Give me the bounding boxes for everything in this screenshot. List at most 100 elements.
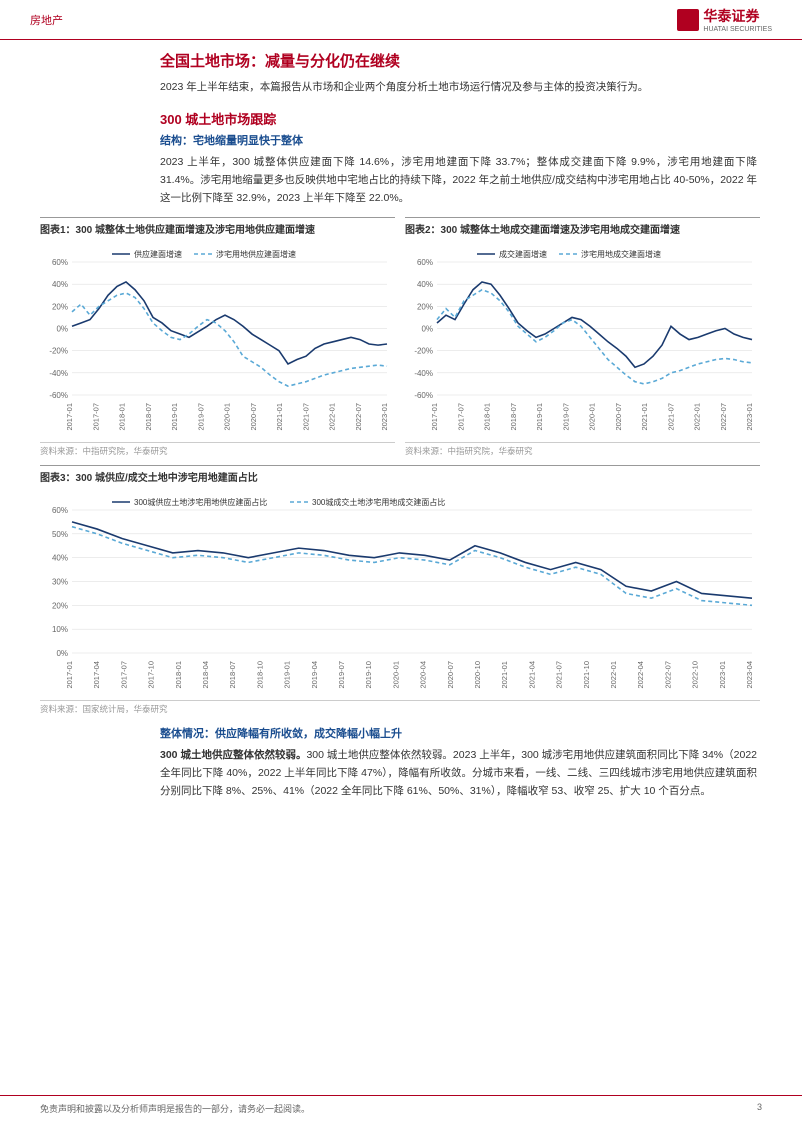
svg-text:50%: 50%	[52, 530, 68, 539]
svg-text:2020-10: 2020-10	[473, 661, 482, 689]
svg-text:-20%: -20%	[49, 347, 68, 356]
main-content: 全国土地市场：减量与分化仍在继续 2023 年上半年结束，本篇报告从市场和企业两…	[0, 40, 802, 207]
svg-text:2017-01: 2017-01	[430, 403, 439, 431]
subheading-2: 整体情况：供应降幅有所收敛，成交降幅小幅上升	[160, 725, 757, 741]
svg-text:2019-07: 2019-07	[196, 403, 205, 431]
svg-text:2019-04: 2019-04	[310, 661, 319, 689]
svg-text:2022-01: 2022-01	[328, 403, 337, 431]
svg-text:-20%: -20%	[414, 347, 433, 356]
chart-2-svg: -60% -40% -20% 0% 20% 40% 60% 2017-01 2017-07 201…	[405, 240, 760, 440]
svg-text:2017-07: 2017-07	[456, 403, 465, 431]
svg-text:2019-01: 2019-01	[283, 661, 292, 689]
svg-text:2020-01: 2020-01	[588, 403, 597, 431]
svg-text:涉宅用地供应建面增速: 涉宅用地供应建面增速	[216, 249, 296, 259]
chart-2-source: 资料来源：中指研究院，华泰研究	[405, 442, 760, 457]
svg-text:40%: 40%	[52, 554, 68, 563]
chart-3-svg: 0%10%20%30%40%50%60%2017-012017-042017-0…	[40, 488, 760, 698]
svg-text:2021-07: 2021-07	[666, 403, 675, 431]
svg-text:2019-10: 2019-10	[364, 661, 373, 689]
svg-text:2020-07: 2020-07	[614, 403, 623, 431]
brand-logo-icon	[677, 9, 699, 31]
svg-text:2019-07: 2019-07	[561, 403, 570, 431]
svg-text:2023-01: 2023-01	[380, 403, 389, 431]
svg-text:2021-01: 2021-01	[275, 403, 284, 431]
svg-text:2017-07: 2017-07	[91, 403, 100, 431]
chart-3-title: 图表3：300 城供应/成交土地中涉宅用地建面占比	[40, 465, 760, 484]
svg-text:-40%: -40%	[49, 369, 68, 378]
svg-text:60%: 60%	[417, 258, 433, 267]
page-header: 房地产 华泰证券 HUATAI SECURITIES	[0, 0, 802, 40]
svg-text:2020-01: 2020-01	[391, 661, 400, 689]
svg-text:2018-04: 2018-04	[201, 661, 210, 689]
svg-text:2020-07: 2020-07	[446, 661, 455, 689]
svg-text:2023-04: 2023-04	[745, 661, 754, 689]
svg-text:2018-10: 2018-10	[255, 661, 264, 689]
svg-text:2021-01: 2021-01	[640, 403, 649, 431]
svg-text:2017-01: 2017-01	[65, 661, 74, 689]
svg-text:-40%: -40%	[414, 369, 433, 378]
paragraph-2: 300 城土地供应整体依然较弱。300 城土地供应整体依然较弱。2023 上半年…	[160, 747, 757, 801]
svg-text:2017-04: 2017-04	[92, 661, 101, 689]
chart-2: 图表2：300 城整体土地成交建面增速及涉宅用地成交建面增速 -60%-40%-…	[405, 217, 760, 457]
svg-text:300城供应土地涉宅用地供应建面占比: 300城供应土地涉宅用地供应建面占比	[134, 497, 267, 507]
svg-text:60%: 60%	[52, 258, 68, 267]
chart-1-source: 资料来源：中指研究院，华泰研究	[40, 442, 395, 457]
svg-text:2022-01: 2022-01	[693, 403, 702, 431]
svg-text:40%: 40%	[417, 281, 433, 290]
svg-text:40%: 40%	[52, 281, 68, 290]
svg-text:2019-01: 2019-01	[535, 403, 544, 431]
svg-text:-60%: -60%	[49, 391, 68, 400]
page-footer: 免责声明和披露以及分析师声明是报告的一部分，请务必一起阅读。 3	[0, 1095, 802, 1115]
chart-2-title: 图表2：300 城整体土地成交建面增速及涉宅用地成交建面增速	[405, 217, 760, 236]
svg-text:2022-07: 2022-07	[719, 403, 728, 431]
svg-text:2018-07: 2018-07	[509, 403, 518, 431]
svg-text:30%: 30%	[52, 578, 68, 587]
svg-text:供应建面增速: 供应建面增速	[134, 249, 182, 259]
subheading-1: 结构：宅地缩量明显快于整体	[160, 132, 757, 148]
svg-text:2020-01: 2020-01	[223, 403, 232, 431]
svg-text:2022-04: 2022-04	[636, 661, 645, 689]
svg-text:2020-07: 2020-07	[249, 403, 258, 431]
lower-content: 整体情况：供应降幅有所收敛，成交降幅小幅上升 300 城土地供应整体依然较弱。3…	[0, 715, 802, 801]
svg-text:20%: 20%	[417, 303, 433, 312]
paragraph-1: 2023 上半年，300 城整体供应建面下降 14.6%，涉宅用地建面下降 33…	[160, 154, 757, 208]
svg-text:2017-07: 2017-07	[119, 661, 128, 689]
svg-text:20%: 20%	[52, 602, 68, 611]
svg-text:2022-07: 2022-07	[354, 403, 363, 431]
chart-3-container: 图表3：300 城供应/成交土地中涉宅用地建面占比 0%10%20%30%40%…	[0, 465, 802, 715]
svg-text:2021-01: 2021-01	[500, 661, 509, 689]
chart-1-title: 图表1：300 城整体土地供应建面增速及涉宅用地供应建面增速	[40, 217, 395, 236]
svg-text:0%: 0%	[421, 325, 433, 334]
brand-name: 华泰证券	[703, 6, 772, 26]
svg-text:20%: 20%	[52, 303, 68, 312]
svg-text:0%: 0%	[56, 325, 68, 334]
svg-text:300城成交土地涉宅用地成交建面占比: 300城成交土地涉宅用地成交建面占比	[312, 497, 445, 507]
svg-text:涉宅用地成交建面增速: 涉宅用地成交建面增速	[581, 249, 661, 259]
svg-text:2021-10: 2021-10	[582, 661, 591, 689]
svg-text:-60%: -60%	[414, 391, 433, 400]
intro-paragraph: 2023 年上半年结束，本篇报告从市场和企业两个角度分析土地市场运行情况及参与主…	[160, 79, 757, 97]
svg-text:2022-01: 2022-01	[609, 661, 618, 689]
brand-block: 华泰证券 HUATAI SECURITIES	[677, 6, 772, 33]
svg-text:2020-04: 2020-04	[419, 661, 428, 689]
section-title: 全国土地市场：减量与分化仍在继续	[160, 50, 757, 71]
svg-text:2017-01: 2017-01	[65, 403, 74, 431]
svg-text:2021-04: 2021-04	[527, 661, 536, 689]
svg-text:2023-01: 2023-01	[745, 403, 754, 431]
chart-3: 图表3：300 城供应/成交土地中涉宅用地建面占比 0%10%20%30%40%…	[40, 465, 760, 715]
svg-text:2018-01: 2018-01	[118, 403, 127, 431]
svg-text:2022-07: 2022-07	[663, 661, 672, 689]
svg-text:2021-07: 2021-07	[301, 403, 310, 431]
svg-text:2018-01: 2018-01	[483, 403, 492, 431]
svg-text:60%: 60%	[52, 506, 68, 515]
svg-text:2018-01: 2018-01	[174, 661, 183, 689]
page-number: 3	[757, 1102, 762, 1115]
svg-text:2019-01: 2019-01	[170, 403, 179, 431]
brand-name-en: HUATAI SECURITIES	[703, 26, 772, 33]
subsection-title: 300 城土地市场跟踪	[160, 109, 757, 128]
charts-row-1: 图表1：300 城整体土地供应建面增速及涉宅用地供应建面增速 -60%-40%-…	[0, 217, 802, 457]
category-label: 房地产	[30, 12, 63, 28]
chart-1-svg: -60% -40% -20% 0% 20% 40% 60% 2017-01 2017-07 201…	[40, 240, 395, 440]
svg-text:2018-07: 2018-07	[144, 403, 153, 431]
chart-1: 图表1：300 城整体土地供应建面增速及涉宅用地供应建面增速 -60%-40%-…	[40, 217, 395, 457]
